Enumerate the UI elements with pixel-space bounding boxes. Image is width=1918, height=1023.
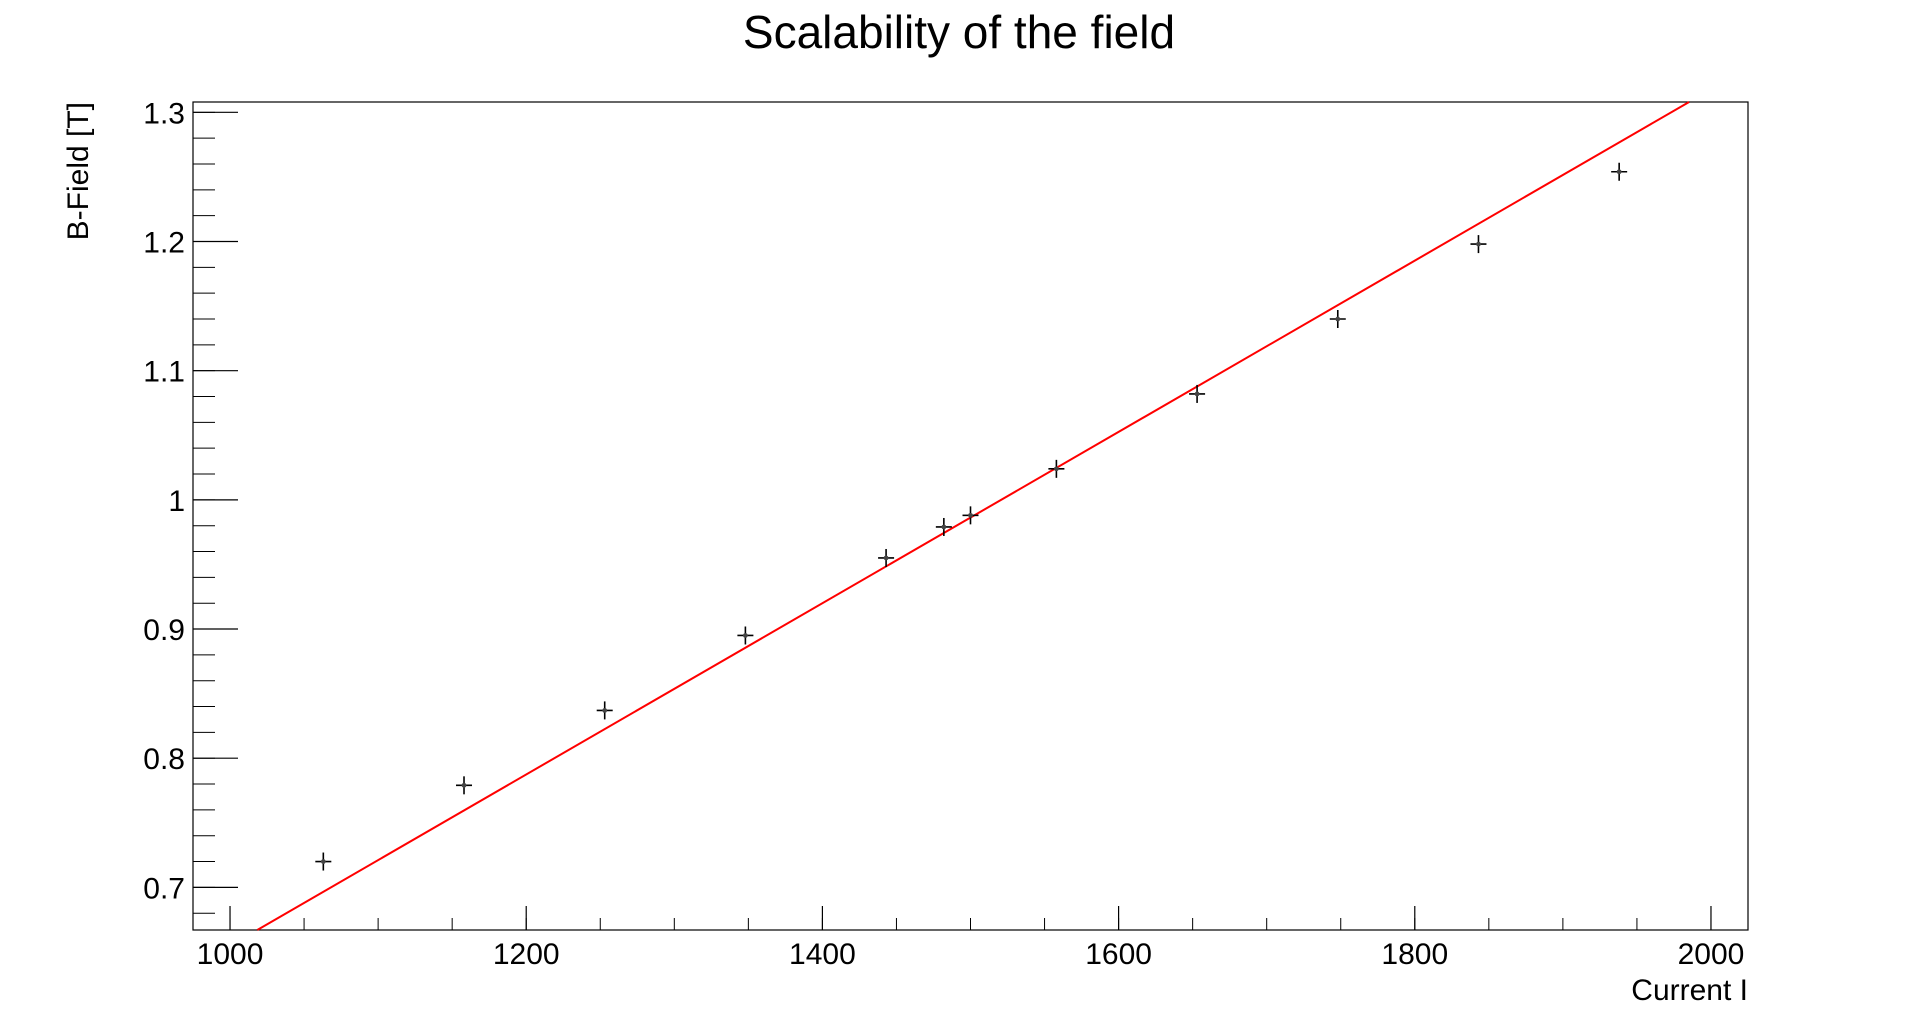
y-tick-label: 1.3 <box>143 97 185 130</box>
data-point-marker <box>461 782 467 788</box>
data-point <box>456 776 473 795</box>
x-tick-label: 1200 <box>493 938 560 971</box>
x-tick-label: 1600 <box>1085 938 1152 971</box>
data-point <box>1048 459 1065 478</box>
data-point-marker <box>1476 241 1481 247</box>
data-point <box>1611 162 1628 181</box>
data-point <box>935 517 952 536</box>
x-tick-label: 1400 <box>789 938 856 971</box>
data-point <box>737 626 754 645</box>
data-point-marker <box>883 555 889 561</box>
data-point-marker <box>320 859 326 864</box>
data-point-marker <box>1335 316 1341 322</box>
x-tick-label: 2000 <box>1678 938 1745 971</box>
y-tick-label: 1.1 <box>143 356 185 389</box>
data-points-group <box>315 162 1628 871</box>
x-tick-label: 1800 <box>1381 938 1448 971</box>
data-point <box>315 852 332 871</box>
data-point-marker <box>1053 466 1059 472</box>
x-tick-label: 1000 <box>197 938 264 971</box>
data-point-marker <box>968 512 973 518</box>
data-point <box>962 506 979 525</box>
data-point <box>878 548 895 567</box>
data-point <box>596 701 613 720</box>
data-point-marker <box>941 524 947 530</box>
y-tick-label: 1 <box>168 485 185 518</box>
y-tick-label: 0.9 <box>143 614 185 647</box>
y-tick-label: 1.2 <box>143 227 185 260</box>
data-point-marker <box>1194 391 1200 397</box>
x-axis-title: Current I <box>1631 974 1748 1007</box>
data-point <box>1470 235 1487 254</box>
data-point-marker <box>602 708 608 713</box>
y-tick-label: 0.7 <box>143 872 185 905</box>
data-point <box>1189 384 1206 403</box>
data-point <box>1329 310 1346 329</box>
y-tick-label: 0.8 <box>143 743 185 776</box>
data-point-marker <box>1616 169 1622 175</box>
y-axis: 0.7 0.8 0.9 1 1.1 1.2 1.3 <box>143 97 238 914</box>
chart-title: Scalability of the field <box>743 6 1175 58</box>
data-point-marker <box>742 633 748 638</box>
x-axis: 1000 1200 1400 1600 1800 2000 <box>197 906 1745 971</box>
y-axis-title: B-Field [T] <box>62 102 95 240</box>
